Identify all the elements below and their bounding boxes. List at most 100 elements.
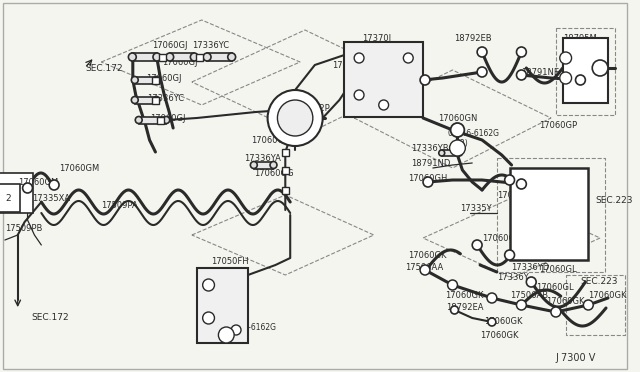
Text: 18792EA: 18792EA — [445, 304, 483, 312]
Circle shape — [268, 90, 323, 146]
Circle shape — [379, 100, 388, 110]
Text: 17335XA: 17335XA — [33, 193, 70, 202]
Text: SEC.223: SEC.223 — [580, 278, 618, 286]
Circle shape — [203, 53, 211, 61]
Text: 17506AA: 17506AA — [405, 263, 444, 273]
Text: 08146-6162G: 08146-6162G — [447, 128, 500, 138]
Circle shape — [439, 150, 445, 156]
Circle shape — [270, 161, 277, 169]
Circle shape — [505, 175, 515, 185]
Text: SEC.172: SEC.172 — [86, 64, 124, 73]
Bar — [196, 54, 203, 61]
Circle shape — [505, 250, 515, 260]
Circle shape — [551, 307, 561, 317]
Bar — [207, 53, 232, 61]
Text: 17336YD: 17336YD — [511, 263, 550, 273]
Text: (2): (2) — [458, 138, 468, 148]
Text: 17060GK: 17060GK — [588, 291, 627, 299]
Text: 17060GM: 17060GM — [59, 164, 99, 173]
Circle shape — [584, 300, 593, 310]
Circle shape — [451, 123, 465, 137]
Circle shape — [228, 53, 236, 61]
Circle shape — [131, 77, 138, 83]
Circle shape — [488, 318, 496, 326]
Text: 17060GH: 17060GH — [408, 173, 447, 183]
Bar — [196, 268, 248, 343]
Text: 18795M: 18795M — [563, 33, 596, 42]
Text: 18791ND: 18791ND — [412, 158, 451, 167]
Text: 17060GG: 17060GG — [254, 169, 293, 177]
Text: 17336Y: 17336Y — [497, 273, 529, 282]
Circle shape — [354, 90, 364, 100]
Bar — [132, 53, 157, 61]
Text: 17060GE: 17060GE — [482, 234, 520, 243]
Circle shape — [163, 116, 170, 124]
Text: 17050FH: 17050FH — [211, 257, 249, 266]
Circle shape — [447, 280, 458, 290]
Bar — [157, 116, 164, 124]
Bar — [135, 77, 156, 83]
Text: 17060GH: 17060GH — [333, 61, 372, 70]
Text: 17060GE: 17060GE — [497, 190, 535, 199]
Text: B: B — [223, 330, 229, 340]
Text: 17060GK: 17060GK — [480, 330, 518, 340]
Text: 17335Y: 17335Y — [460, 203, 492, 212]
Bar — [282, 186, 289, 193]
Bar — [170, 53, 195, 61]
Circle shape — [403, 53, 413, 63]
Text: 17060GG: 17060GG — [251, 135, 291, 144]
Circle shape — [423, 177, 433, 187]
Text: B: B — [454, 144, 460, 153]
Circle shape — [516, 179, 526, 189]
Text: 17060GJ: 17060GJ — [163, 58, 198, 67]
Circle shape — [22, 183, 33, 193]
Text: 17509PA: 17509PA — [101, 201, 138, 209]
Text: 17060GN: 17060GN — [438, 113, 477, 122]
Text: 17060GK: 17060GK — [546, 298, 584, 307]
Bar — [152, 77, 159, 83]
Text: 17509PB: 17509PB — [5, 224, 42, 232]
Text: 17060GJ: 17060GJ — [146, 74, 181, 83]
Text: 2: 2 — [13, 188, 19, 198]
Bar — [282, 148, 289, 155]
Circle shape — [477, 47, 487, 57]
Circle shape — [526, 277, 536, 287]
Text: 17506AB: 17506AB — [509, 291, 548, 299]
Text: 17060GL: 17060GL — [539, 266, 577, 275]
Circle shape — [487, 293, 497, 303]
Text: 17060GK: 17060GK — [445, 291, 483, 299]
Circle shape — [203, 312, 214, 324]
Text: SEC.172: SEC.172 — [31, 314, 69, 323]
Circle shape — [153, 53, 161, 61]
Circle shape — [472, 240, 482, 250]
Text: 17336YA: 17336YA — [244, 154, 281, 163]
Circle shape — [560, 72, 572, 84]
Circle shape — [153, 77, 160, 83]
Bar — [282, 167, 289, 173]
Text: 08146-6162G: 08146-6162G — [224, 324, 276, 333]
Bar — [509, 168, 588, 260]
Circle shape — [575, 75, 586, 85]
Circle shape — [166, 53, 173, 61]
Bar — [139, 116, 166, 124]
Circle shape — [449, 140, 465, 156]
Circle shape — [477, 67, 487, 77]
Circle shape — [231, 325, 241, 335]
Circle shape — [420, 75, 430, 85]
Circle shape — [131, 96, 138, 103]
Text: 17060GP: 17060GP — [539, 121, 577, 129]
Text: 2: 2 — [5, 193, 11, 202]
Circle shape — [516, 47, 526, 57]
Circle shape — [250, 161, 257, 169]
Circle shape — [190, 53, 198, 61]
Text: 17372P: 17372P — [298, 103, 330, 112]
Circle shape — [592, 60, 608, 76]
Circle shape — [560, 52, 572, 64]
Bar — [152, 96, 159, 103]
Text: 17060GJ: 17060GJ — [152, 41, 188, 49]
Text: 18792EB: 18792EB — [454, 33, 492, 42]
Text: 17336YC: 17336YC — [148, 93, 185, 103]
Text: 18791NE: 18791NE — [522, 67, 559, 77]
Bar — [442, 150, 460, 156]
Bar — [254, 161, 273, 169]
